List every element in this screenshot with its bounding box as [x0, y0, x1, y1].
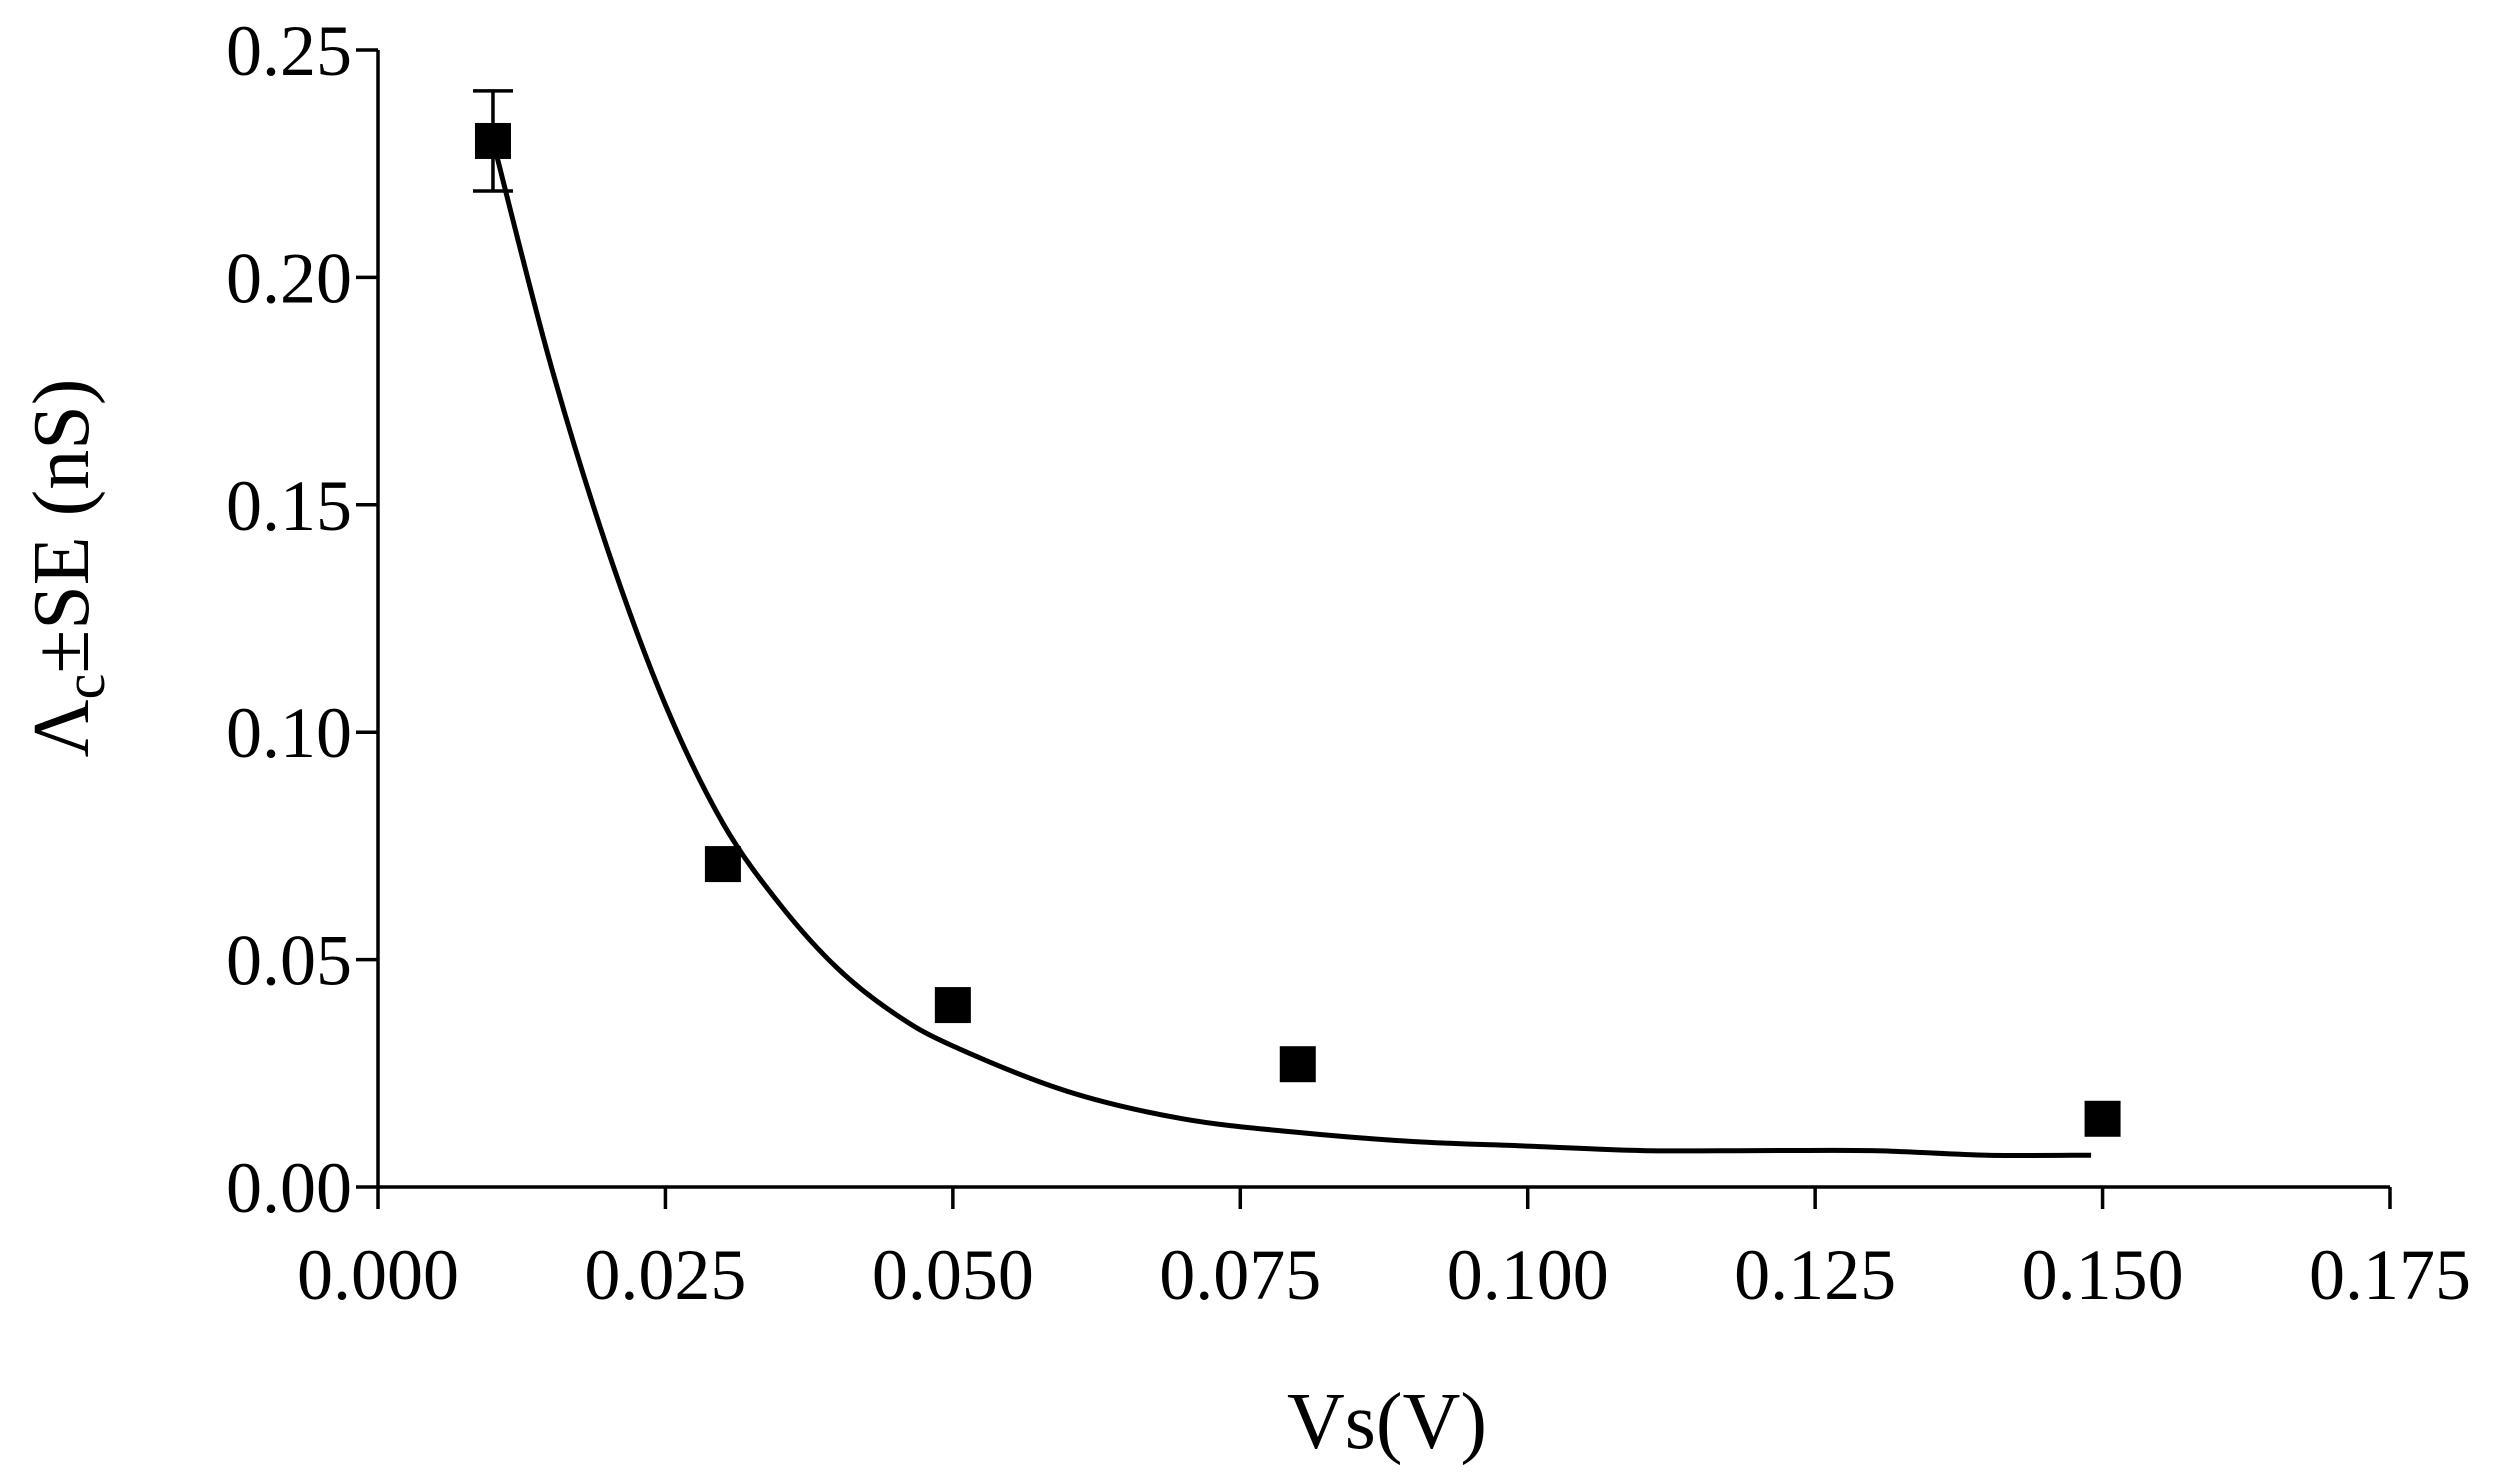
- y-tick-label: 0.20: [226, 238, 352, 318]
- data-point: [474, 122, 511, 159]
- fit-curve-group: [490, 140, 2092, 1159]
- x-tick-label: 0.000: [297, 1235, 459, 1315]
- fit-curve: [490, 140, 2092, 1159]
- y-axis-title-subscript: c: [52, 674, 117, 700]
- x-tick-label: 0.125: [1734, 1235, 1896, 1315]
- y-tick-label: 0.15: [226, 466, 352, 546]
- y-axis-title: Λc±SE (nS): [18, 379, 117, 758]
- x-axis-ticks: 0.000 0.025 0.050 0.075 0.100 0.125 0.150 0.175: [297, 1187, 2471, 1315]
- axes: [376, 50, 2390, 1189]
- data-point: [2084, 1100, 2121, 1137]
- x-tick-label: 0.100: [1447, 1235, 1609, 1315]
- x-tick-label: 0.025: [584, 1235, 746, 1315]
- data-points: [472, 89, 2121, 1137]
- y-axis-title-main: Λ: [18, 699, 106, 757]
- x-axis-title: Vs(V): [1287, 1378, 1487, 1466]
- data-point: [1279, 1046, 1316, 1083]
- y-tick-label: 0.00: [226, 1148, 352, 1228]
- y-tick-label: 0.25: [226, 11, 352, 91]
- y-axis-ticks: 0.00 0.05 0.10 0.15 0.20 0.25: [226, 11, 378, 1228]
- data-point: [704, 846, 741, 883]
- data-point: [934, 987, 971, 1024]
- y-tick-label: 0.05: [226, 921, 352, 1001]
- x-tick-label: 0.175: [2309, 1235, 2471, 1315]
- x-tick-label: 0.050: [872, 1235, 1034, 1315]
- x-tick-label: 0.150: [2022, 1235, 2184, 1315]
- x-tick-label: 0.075: [1159, 1235, 1321, 1315]
- y-tick-label: 0.10: [226, 693, 352, 773]
- y-axis-title-rest: ±SE (nS): [18, 379, 106, 674]
